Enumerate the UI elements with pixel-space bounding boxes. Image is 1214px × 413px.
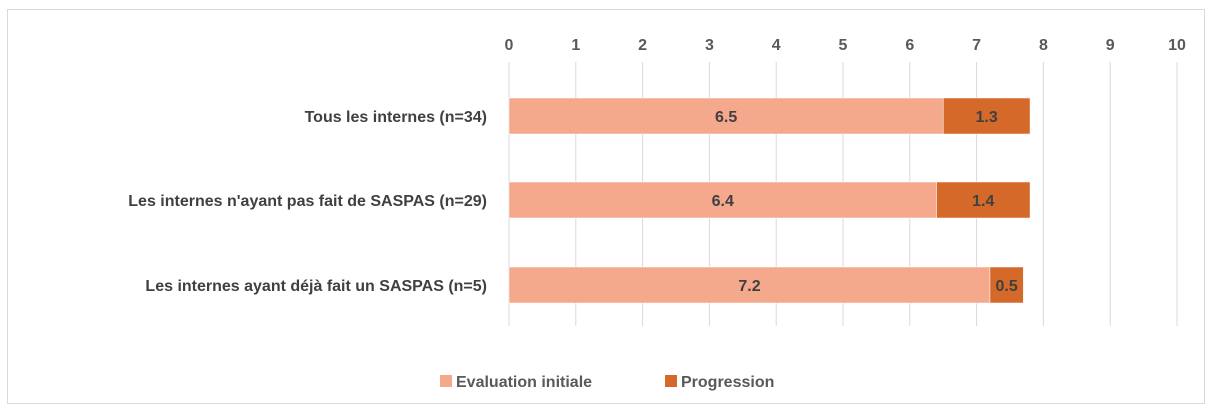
x-tick-label-9: 9 <box>1106 37 1115 54</box>
x-tick-label-1: 1 <box>571 37 580 54</box>
data-label-progression-1: 1.4 <box>972 193 994 210</box>
bar-progression-2[interactable] <box>989 266 1024 304</box>
data-label-evaluation-initiale-2: 7.2 <box>738 278 760 295</box>
category-label-1: Les internes n'ayant pas fait de SASPAS … <box>128 193 487 210</box>
bar-evaluation-initiale-0[interactable] <box>508 97 944 135</box>
data-label-evaluation-initiale-0: 6.5 <box>715 109 737 126</box>
data-label-progression-0: 1.3 <box>975 109 997 126</box>
category-label-2: Les internes ayant déjà fait un SASPAS (… <box>145 278 487 295</box>
legend-progression-label: Progression <box>681 374 774 391</box>
legend-evaluation-initiale-label: Evaluation initiale <box>456 374 592 391</box>
x-tick-label-3: 3 <box>705 37 714 54</box>
legend-evaluation-initiale-swatch <box>440 375 452 387</box>
legend-progression-swatch <box>665 375 677 387</box>
data-label-evaluation-initiale-1: 6.4 <box>712 193 734 210</box>
x-tick-label-4: 4 <box>772 37 781 54</box>
bar-progression-0[interactable] <box>942 97 1031 135</box>
x-tick-label-5: 5 <box>839 37 848 54</box>
x-tick-label-2: 2 <box>638 37 647 54</box>
bar-progression-1[interactable] <box>936 181 1031 219</box>
data-label-progression-2: 0.5 <box>996 278 1018 295</box>
bar-evaluation-initiale-1[interactable] <box>508 181 937 219</box>
category-label-0: Tous les internes (n=34) <box>305 109 487 126</box>
x-tick-label-8: 8 <box>1039 37 1048 54</box>
x-tick-label-0: 0 <box>505 37 514 54</box>
x-tick-label-6: 6 <box>905 37 914 54</box>
bar-evaluation-initiale-2[interactable] <box>508 266 991 304</box>
x-tick-label-10: 10 <box>1168 37 1186 54</box>
x-tick-label-7: 7 <box>972 37 981 54</box>
